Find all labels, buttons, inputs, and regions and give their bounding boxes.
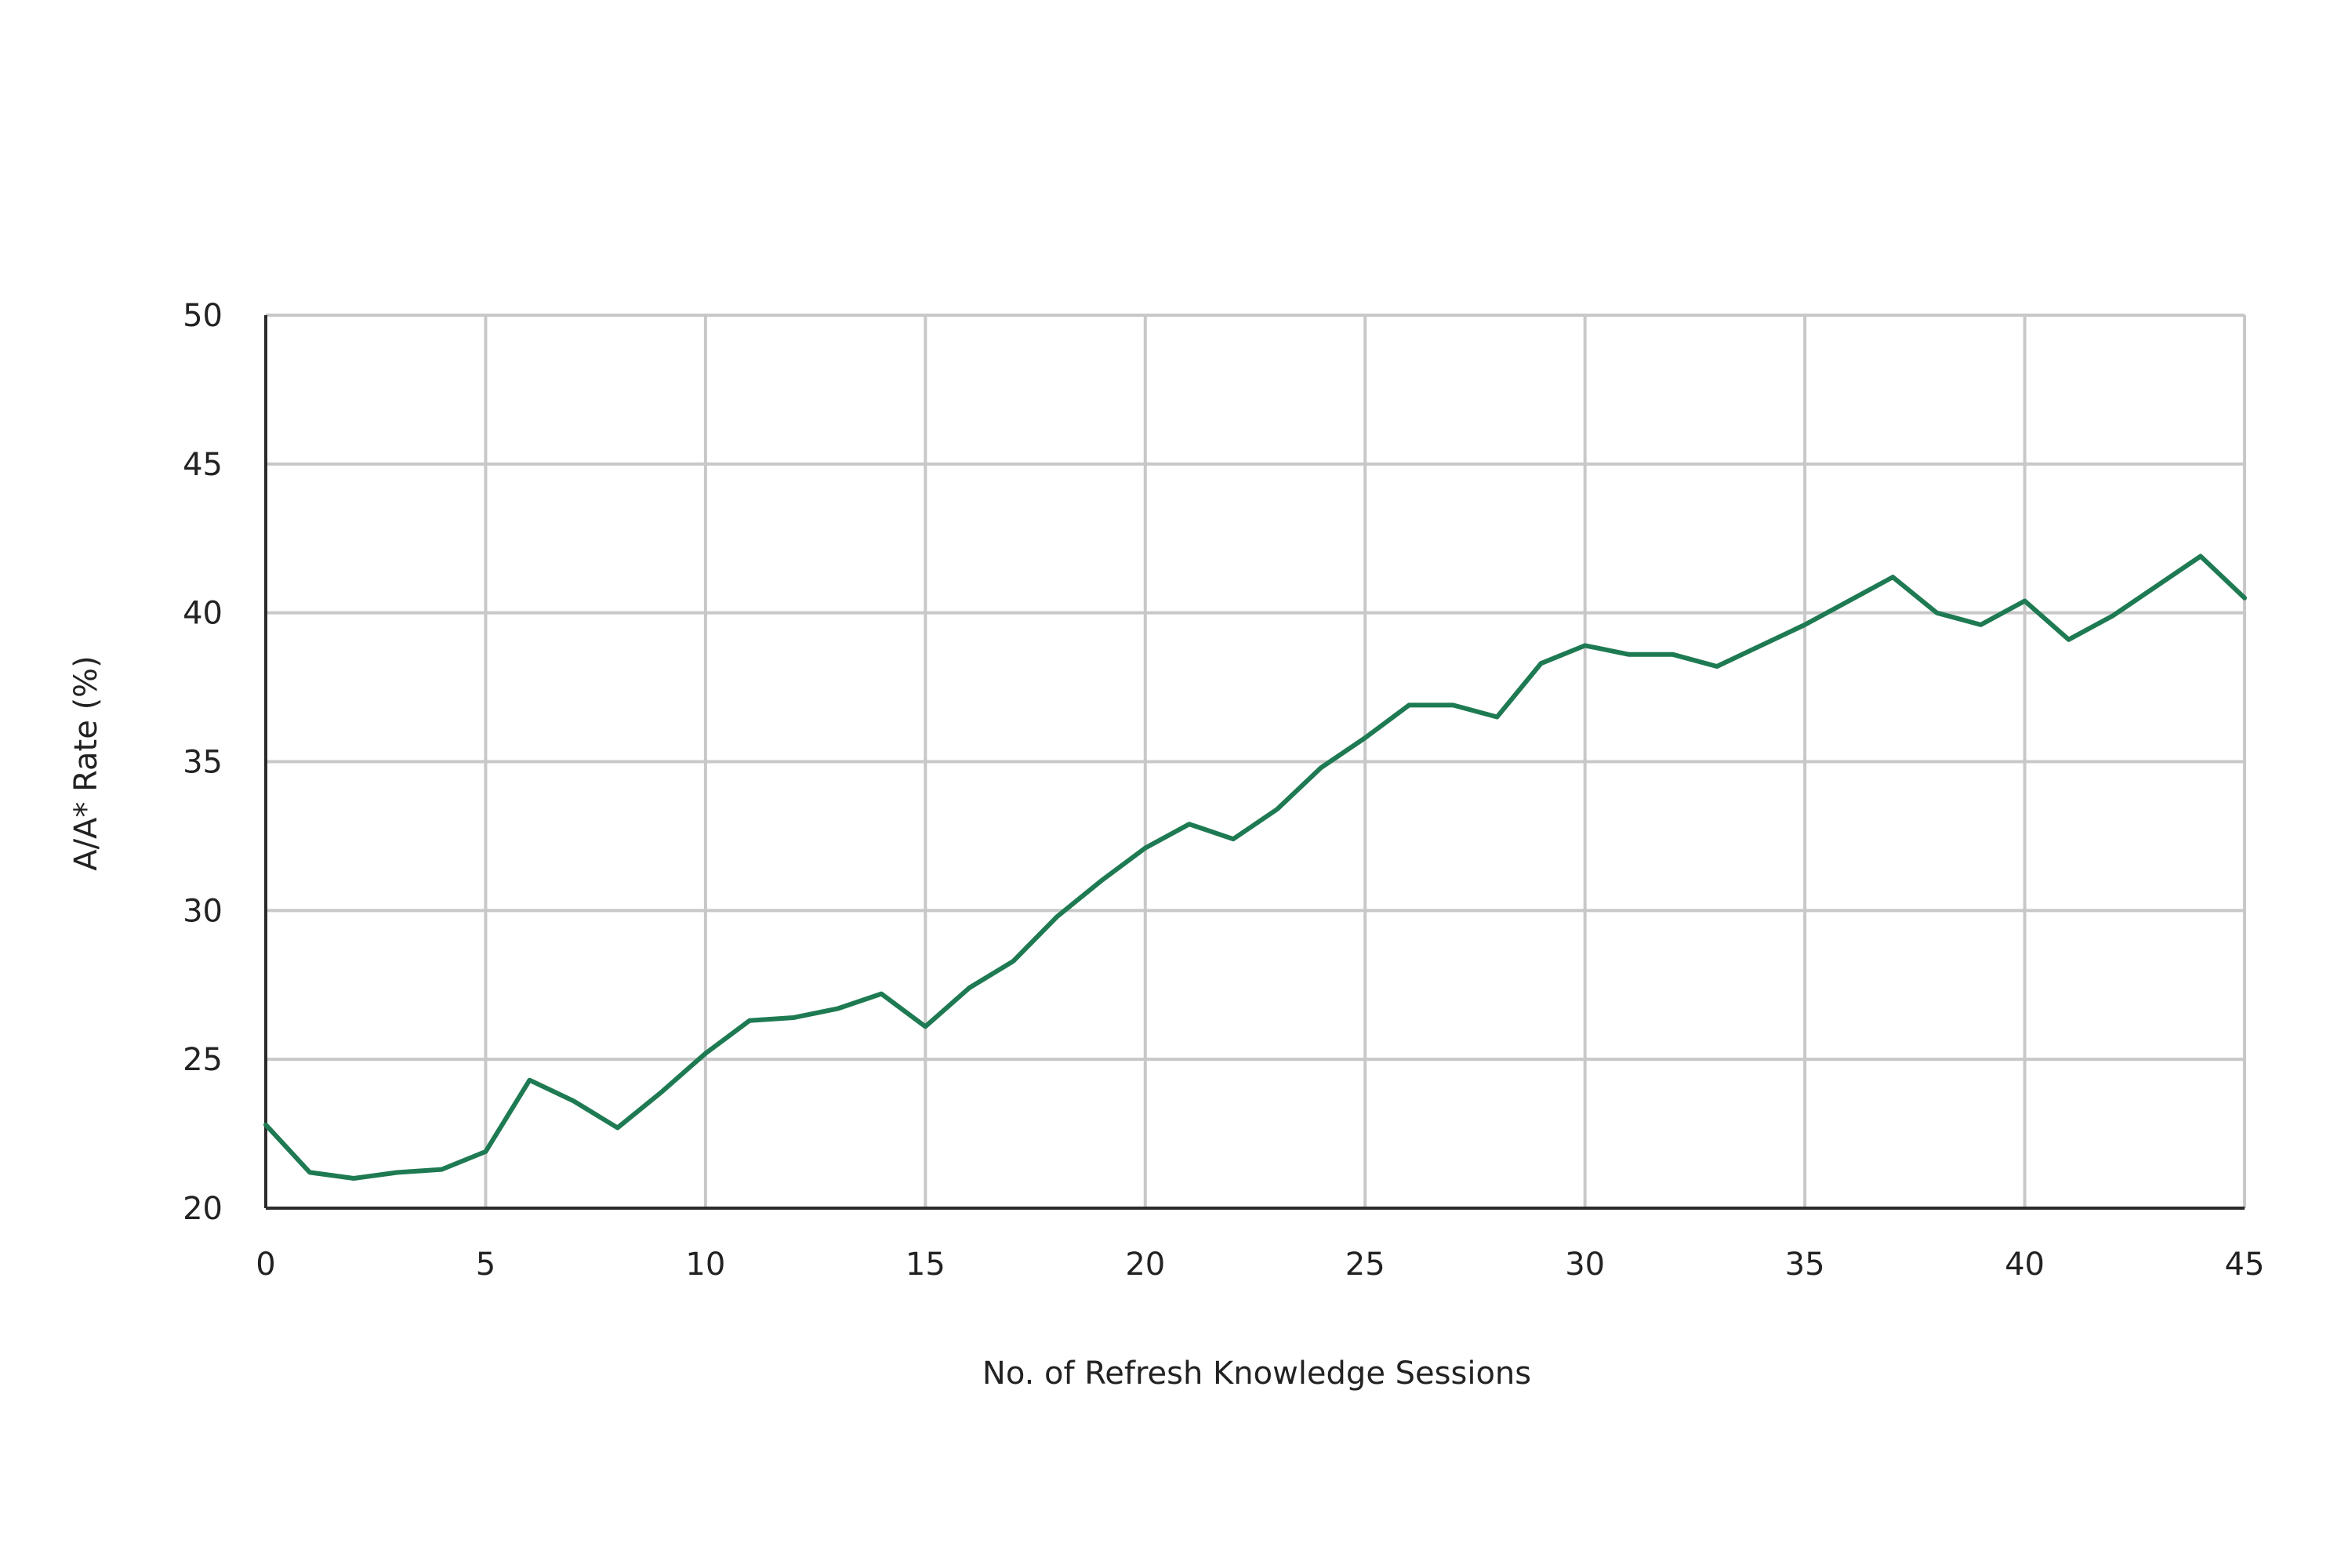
tick-labels: 0 5 10 15 20 25 30 35 40 45 20 25 30 35 40 45 50 bbox=[183, 298, 2264, 1283]
y-tick-label: 20 bbox=[183, 1191, 223, 1227]
y-tick-label: 25 bbox=[183, 1042, 223, 1078]
y-axis-title: A/A* Rate (%) bbox=[68, 655, 104, 871]
axes bbox=[264, 315, 2245, 1210]
x-tick-label: 15 bbox=[906, 1247, 946, 1283]
series-lines bbox=[263, 554, 2247, 1181]
series-line bbox=[263, 554, 2247, 1181]
x-tick-label: 35 bbox=[1785, 1247, 1825, 1283]
x-tick-label: 45 bbox=[2225, 1247, 2265, 1283]
y-tick-label: 50 bbox=[183, 298, 223, 334]
y-tick-label: 35 bbox=[183, 745, 223, 781]
x-tick-label: 0 bbox=[256, 1247, 275, 1283]
x-tick-label: 25 bbox=[1345, 1247, 1385, 1283]
x-axis-title: No. of Refresh Knowledge Sessions bbox=[982, 1356, 1531, 1392]
y-tick-label: 45 bbox=[183, 447, 223, 483]
y-tick-label: 30 bbox=[183, 893, 223, 929]
x-tick-label: 10 bbox=[685, 1247, 725, 1283]
x-tick-label: 40 bbox=[2005, 1247, 2045, 1283]
x-tick-label: 5 bbox=[476, 1247, 495, 1283]
x-tick-label: 20 bbox=[1125, 1247, 1165, 1283]
grid bbox=[264, 314, 2246, 1210]
y-tick-label: 40 bbox=[183, 596, 223, 632]
x-tick-label: 30 bbox=[1565, 1247, 1605, 1283]
